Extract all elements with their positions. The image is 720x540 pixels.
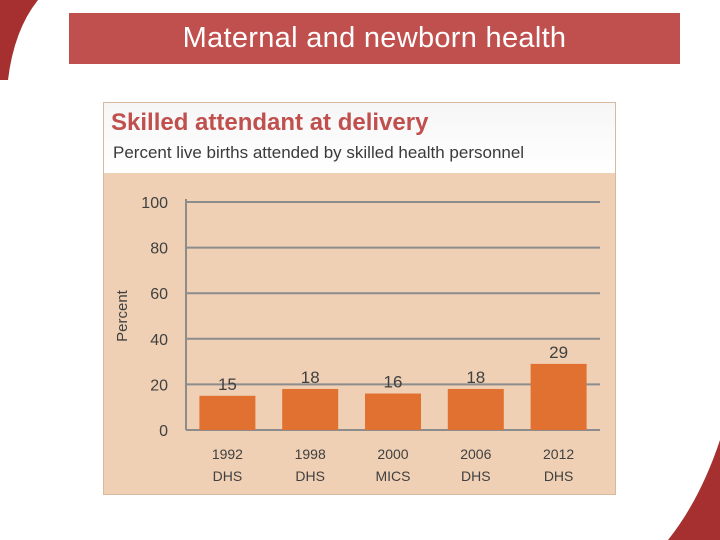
data-label: 15 [218,375,237,394]
data-label: 29 [549,343,568,362]
chart-title: Skilled attendant at delivery [111,109,429,136]
x-tick-label-year: 1998 [295,446,326,462]
x-tick-label-year: 2000 [377,446,408,462]
x-tick-label-source: DHS [295,468,325,484]
data-label: 18 [466,368,485,387]
y-tick-label: 60 [150,286,168,303]
x-tick-label-source: DHS [213,468,243,484]
bar [365,393,421,430]
x-tick-label-year: 2012 [543,446,574,462]
bar-chart: 0 20 40 60 80 100 Percent 15 1992 DHS 18 1998 DHS 16 2… [114,195,600,484]
bar [447,388,504,430]
data-label: 16 [384,373,403,392]
x-tick-label-source: DHS [544,468,574,484]
y-tick-label: 80 [150,241,168,258]
data-label: 18 [301,368,320,387]
x-tick-label-source: MICS [376,468,411,484]
slide-title: Maternal and newborn health [182,22,567,54]
corner-decoration-top-left [0,0,38,80]
bar [530,363,587,430]
chart-subtitle: Percent live births attended by skilled … [113,143,525,162]
y-axis-label: Percent [114,289,131,342]
chart-panel: Skilled attendant at delivery Percent li… [103,102,616,495]
y-tick-label: 100 [141,195,168,212]
y-tick-label: 20 [150,377,168,394]
x-tick-label-source: DHS [461,468,491,484]
bar [282,388,339,430]
chart-header: Skilled attendant at delivery Percent li… [104,103,615,173]
y-tick-label: 40 [150,332,168,349]
slide-title-bar: Maternal and newborn health [69,13,680,64]
x-tick-label-year: 1992 [212,446,243,462]
x-tick-label-year: 2006 [460,446,491,462]
bar [199,395,256,430]
y-tick-label: 0 [159,423,168,440]
corner-decoration-bottom-right [668,440,720,540]
